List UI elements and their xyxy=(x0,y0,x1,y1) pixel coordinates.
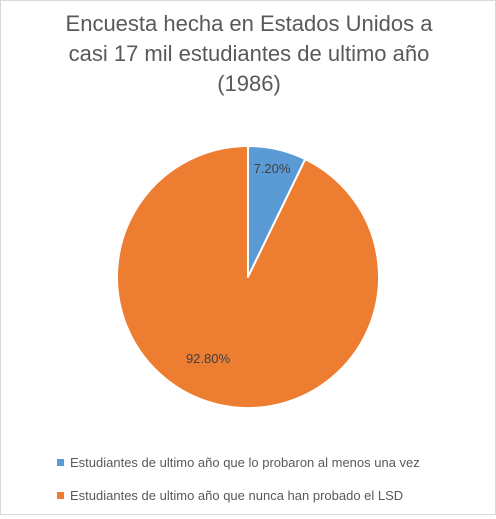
chart-title: Encuesta hecha en Estados Unidos a casi … xyxy=(21,9,477,99)
legend-swatch-probaron xyxy=(57,459,64,467)
legend-label-nunca: Estudiantes de ultimo año que nunca han … xyxy=(70,488,404,503)
chart-legend: Estudiantes de ultimo año que lo probaro… xyxy=(57,453,420,519)
data-label-nunca: 92.80% xyxy=(186,351,231,366)
chart-title-line-1: Encuesta hecha en Estados Unidos a xyxy=(65,11,433,36)
legend-swatch-nunca xyxy=(57,492,64,500)
chart-title-line-2: casi 17 mil estudiantes de ultimo año xyxy=(68,41,430,66)
legend-label-probaron: Estudiantes de ultimo año que lo probaro… xyxy=(70,455,420,470)
chart-title-line-3: (1986) xyxy=(217,71,281,96)
pie-slice-nunca xyxy=(116,145,380,409)
data-label-probaron: 7.20% xyxy=(254,161,291,176)
legend-item-nunca: Estudiantes de ultimo año que nunca han … xyxy=(57,486,420,506)
pie-chart: 7.20% 92.80% xyxy=(116,145,380,409)
legend-item-probaron: Estudiantes de ultimo año que lo probaro… xyxy=(57,453,420,473)
